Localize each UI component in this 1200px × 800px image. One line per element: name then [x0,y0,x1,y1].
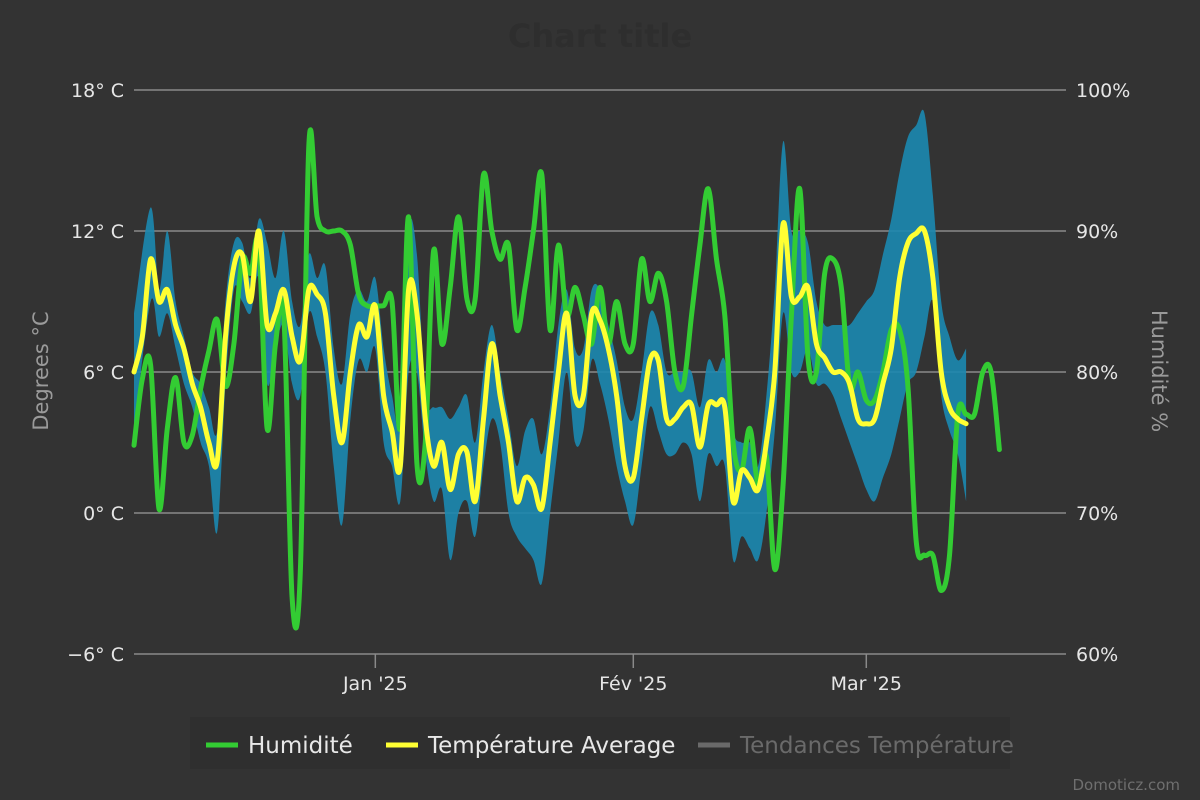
y-axis-right-title: Humidité % [1147,310,1171,432]
temperature-range-area [134,109,967,585]
credit-link[interactable]: Domoticz.com [1073,776,1181,794]
temperature-range-band [134,109,967,585]
x-tick-label: Fév '25 [599,673,667,695]
x-axis: Jan '25 Fév '25 Mar '25 [342,654,902,695]
y-right-tick-label: 100% [1076,80,1130,102]
y-left-tick-label: 6° C [83,362,124,384]
temperature-average-line [131,220,969,513]
legend-item-humidity[interactable]: Humidité [206,733,353,759]
y-axis-left: 18° C 12° C 6° C 0° C −6° C [67,80,124,666]
x-tick-label: Jan '25 [342,673,408,695]
legend: Humidité Température Average Tendances Tem… [206,733,1014,759]
y-right-tick-label: 60% [1076,644,1118,666]
y-axis-left-title: Degrees °C [29,311,53,430]
y-left-tick-label: 12° C [71,221,124,243]
x-tick-label: Mar '25 [831,673,902,695]
legend-label: Tendances Température [739,733,1014,759]
legend-label: Humidité [248,733,353,759]
series-layer [131,127,1002,631]
legend-label: Température Average [427,733,675,759]
y-right-tick-label: 80% [1076,362,1118,384]
y-left-tick-label: 18° C [71,80,124,102]
y-axis-right: 100% 90% 80% 70% 60% [1076,80,1130,666]
y-right-tick-label: 70% [1076,503,1118,525]
legend-box [190,717,1010,769]
y-left-tick-label: −6° C [67,644,124,666]
y-left-tick-label: 0° C [83,503,124,525]
legend-item-temperature-trends[interactable]: Tendances Température [698,733,1014,759]
humidity-line [131,127,1002,631]
y-right-tick-label: 90% [1076,221,1118,243]
chart-title: Chart title [508,17,692,55]
legend-item-temperature-average[interactable]: Température Average [386,733,675,759]
